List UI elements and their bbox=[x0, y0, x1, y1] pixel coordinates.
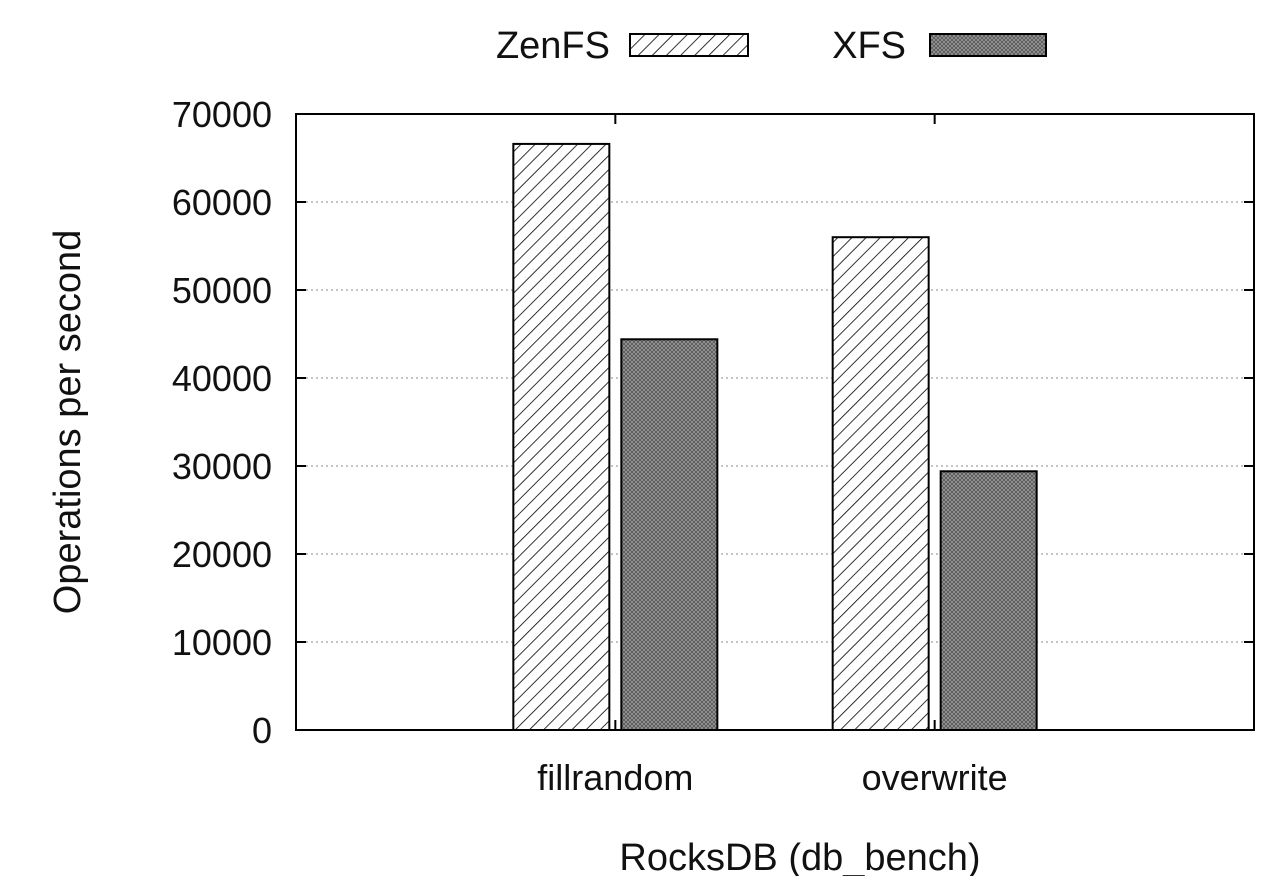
bar-zenfs-fillrandom bbox=[512, 142, 611, 732]
bar-zenfs-overwrite bbox=[831, 236, 930, 731]
legend-label-xfs: XFS bbox=[832, 25, 906, 67]
plot-frame bbox=[295, 113, 1255, 731]
y-axis-label: Operations per second bbox=[47, 230, 89, 614]
bar-xfs-fillrandom bbox=[620, 338, 719, 731]
x-tick-label: fillrandom bbox=[537, 757, 693, 798]
bar-xfs-overwrite bbox=[939, 470, 1038, 731]
y-tick-label: 70000 bbox=[172, 94, 272, 135]
bars bbox=[512, 142, 1038, 732]
y-axis-ticks: 0 10000 20000 30000 40000 50000 60000 70000 bbox=[172, 94, 1254, 751]
x-axis-ticks: fillrandom overwrite bbox=[537, 114, 1008, 798]
x-axis-label: RocksDB (db_bench) bbox=[619, 837, 980, 876]
y-tick-label: 10000 bbox=[172, 622, 272, 663]
y-tick-label: 0 bbox=[252, 710, 272, 751]
legend-label-zenfs: ZenFS bbox=[496, 25, 610, 67]
x-tick-label: overwrite bbox=[862, 757, 1008, 798]
grid-lines bbox=[296, 201, 1254, 643]
y-tick-label: 60000 bbox=[172, 182, 272, 223]
y-tick-label: 40000 bbox=[172, 358, 272, 399]
y-tick-label: 20000 bbox=[172, 534, 272, 575]
y-tick-label: 50000 bbox=[172, 270, 272, 311]
legend-swatch-xfs bbox=[929, 33, 1047, 57]
legend-swatch-zenfs bbox=[629, 33, 749, 57]
y-tick-label: 30000 bbox=[172, 446, 272, 487]
legend: ZenFS XFS bbox=[496, 25, 1047, 67]
